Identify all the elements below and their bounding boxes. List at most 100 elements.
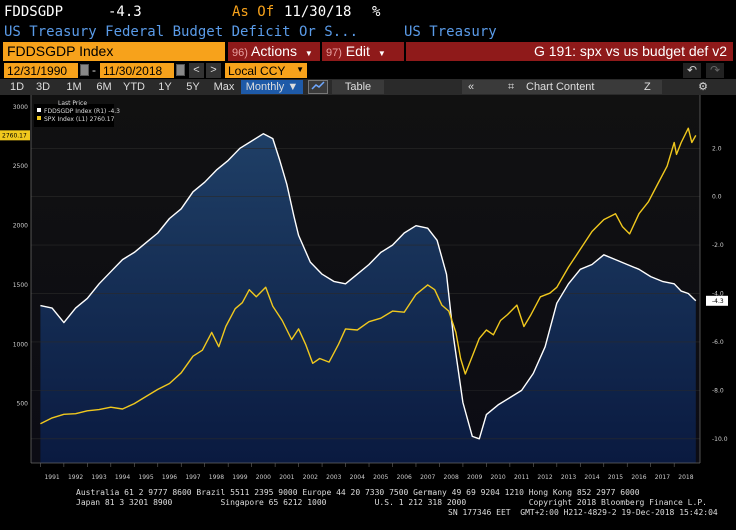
period-5y[interactable]: 5Y xyxy=(186,81,200,93)
x-tick-label: 2008 xyxy=(444,474,459,481)
x-tick-label: 2011 xyxy=(514,474,529,481)
legend: Last Price FDDSGDP Index (R1) -4.3 SPX I… xyxy=(34,100,120,127)
fddsgdp-last-tag xyxy=(706,295,728,306)
x-tick-label: 1991 xyxy=(44,474,59,481)
chart-content-button[interactable]: « ⌗ Chart Content Z xyxy=(462,80,662,94)
footer-contacts-1: Australia 61 2 9777 8600 Brazil 5511 239… xyxy=(76,488,640,497)
date-separator: - xyxy=(92,63,96,77)
security-field[interactable]: FDDSGDP Index xyxy=(3,42,225,61)
period-3d[interactable]: 3D xyxy=(35,81,51,93)
line-chart-icon[interactable] xyxy=(308,80,328,94)
period-1y[interactable]: 1Y xyxy=(158,81,172,93)
period-ytd[interactable]: YTD xyxy=(123,81,145,93)
x-tick-label: 2016 xyxy=(631,474,646,481)
footer-session-info: SN 177346 EET GMT+2:00 H212-4829-2 19-De… xyxy=(448,508,718,517)
x-tick-label: 1997 xyxy=(185,474,200,481)
undo-icon[interactable]: ↶ xyxy=(683,63,701,78)
legend-box xyxy=(34,104,114,127)
left-tick-label: 1500 xyxy=(13,282,28,289)
calendar-icon[interactable] xyxy=(80,64,89,76)
legend-entry-spx: SPX Index (L1) 2760.17 xyxy=(44,116,115,123)
next-period-button[interactable]: > xyxy=(206,63,221,78)
end-date-input[interactable]: 11/30/2018 xyxy=(100,63,174,78)
x-tick-label: 2004 xyxy=(350,474,365,481)
right-tick-label: -2.0 xyxy=(712,242,724,249)
right-tick-label: 2.0 xyxy=(712,145,722,152)
x-tick-label: 1996 xyxy=(162,474,177,481)
x-tick-label: 2013 xyxy=(561,474,576,481)
spx-last-tag xyxy=(0,130,30,141)
x-tick-label: 2005 xyxy=(373,474,388,481)
currency-value: Local CCY xyxy=(228,64,286,78)
left-tick-label: 2500 xyxy=(13,163,28,170)
x-tick-label: 2018 xyxy=(678,474,693,481)
chart-svg: 3000 2500 2000 1500 1000 500 2.0 0.0 -2.0 -4.0 -6.… xyxy=(0,95,736,485)
x-tick-label: 2006 xyxy=(397,474,412,481)
x-tick-label: 1994 xyxy=(115,474,130,481)
chart-area[interactable]: 3000 2500 2000 1500 1000 500 2.0 0.0 -2.0 -4.0 -6.… xyxy=(0,95,736,485)
security-description-row: US Treasury Federal Budget Deficit Or S.… xyxy=(0,22,736,42)
legend-header: Last Price xyxy=(58,100,87,107)
series-line-fddsgdp xyxy=(40,133,697,440)
calendar-icon[interactable] xyxy=(176,64,185,76)
deficit-area-fill xyxy=(40,133,696,463)
x-tick-label: 2012 xyxy=(537,474,552,481)
x-tick-label: 2014 xyxy=(584,474,599,481)
footer: Australia 61 2 9777 8600 Brazil 5511 239… xyxy=(0,485,736,530)
period-6m[interactable]: 6M xyxy=(96,81,112,93)
gear-icon[interactable]: ⚙ xyxy=(698,81,708,93)
footer-contacts-2: Japan 81 3 3201 8900 Singapore 65 6212 1… xyxy=(76,498,707,507)
legend-swatch-spx xyxy=(37,116,41,120)
spx-last-label: 2760.17 xyxy=(2,132,27,139)
last-value: -4.3 xyxy=(108,4,142,20)
legend-swatch-fddsgdp xyxy=(37,108,41,112)
left-tick-label: 3000 xyxy=(13,104,28,111)
x-tick-label: 1999 xyxy=(232,474,247,481)
actions-label: Actions xyxy=(251,43,297,59)
as-of-date: 11/30/18 xyxy=(284,4,352,20)
right-tick-label: -6.0 xyxy=(712,339,724,346)
chart-content-label: Chart Content xyxy=(526,81,595,93)
start-date-input[interactable]: 12/31/1990 xyxy=(4,63,78,78)
edit-shortcut: 97) xyxy=(326,47,342,59)
table-button[interactable]: Table xyxy=(332,80,384,94)
command-bar: FDDSGDP Index 96) Actions ▼ 97) Edit ▼ G… xyxy=(0,42,736,62)
left-tick-label: 2000 xyxy=(13,223,28,230)
x-tick-label: 2007 xyxy=(420,474,435,481)
chevron-down-icon: ▼ xyxy=(377,49,386,58)
edit-menu-button[interactable]: 97) Edit ▼ xyxy=(322,42,404,61)
chevron-down-icon: ▼ xyxy=(296,65,304,74)
previous-period-button[interactable]: < xyxy=(189,63,204,78)
frequency-select[interactable]: Monthly ▼ xyxy=(241,80,303,94)
x-tick-label: 1992 xyxy=(68,474,83,481)
right-tick-label: -4.0 xyxy=(712,291,724,298)
security-header: FDDSGDP -4.3 As Of 11/30/18 % xyxy=(0,0,736,22)
right-tick-label: -10.0 xyxy=(712,436,728,443)
right-tick-label: 0.0 xyxy=(712,194,722,201)
right-tick-label: -8.0 xyxy=(712,387,724,394)
actions-menu-button[interactable]: 96) Actions ▼ xyxy=(228,42,320,61)
chart-title: G 191: spx vs us budget def v2 xyxy=(406,42,733,61)
x-tick-label: 2010 xyxy=(490,474,505,481)
period-1d[interactable]: 1D xyxy=(9,81,25,93)
redo-icon[interactable]: ↷ xyxy=(706,63,724,78)
legend-entry-fddsgdp: FDDSGDP Index (R1) -4.3 xyxy=(44,108,120,115)
period-max[interactable]: Max xyxy=(213,81,235,93)
x-tick-label: 2001 xyxy=(279,474,294,481)
x-tick-label: 1995 xyxy=(138,474,153,481)
actions-shortcut: 96) xyxy=(232,47,248,59)
as-of-label: As Of xyxy=(232,4,275,20)
period-toolbar: 1D 3D 1M 6M YTD 1Y 5Y Max Monthly ▼ Tabl… xyxy=(0,79,736,95)
x-tick-label: 2003 xyxy=(326,474,341,481)
x-tick-label: 2009 xyxy=(467,474,482,481)
zoom-icon: Z xyxy=(644,81,651,93)
x-tick-label: 2000 xyxy=(256,474,271,481)
ticker-label: FDDSGDP xyxy=(4,4,64,20)
percent-sign: % xyxy=(372,4,381,20)
currency-select[interactable]: Local CCY ▼ xyxy=(225,63,307,78)
collapse-left-icon: « xyxy=(468,81,475,93)
left-tick-label: 500 xyxy=(17,401,29,408)
period-1m[interactable]: 1M xyxy=(66,81,82,93)
x-tick-label: 1998 xyxy=(209,474,224,481)
x-tick-label: 2017 xyxy=(655,474,670,481)
